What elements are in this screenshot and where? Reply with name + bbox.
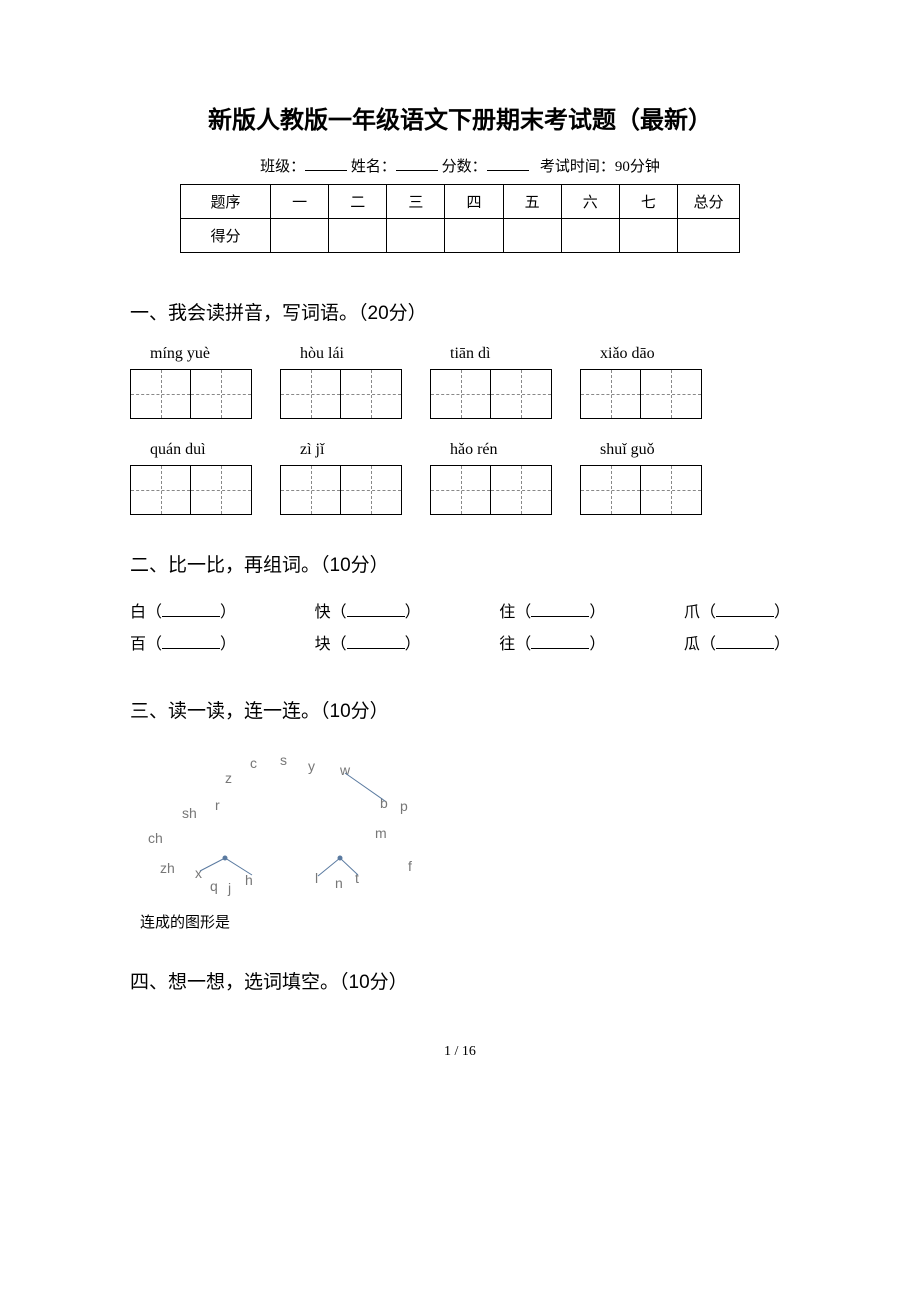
pinyin-label: xiǎo dāo <box>600 345 710 363</box>
compare-item: 瓜（） <box>684 629 790 661</box>
svg-text:sh: sh <box>182 805 197 821</box>
name-blank[interactable] <box>396 157 438 171</box>
pinyin-label: hǎo rén <box>450 441 560 459</box>
diagram-caption: 连成的图形是 <box>140 911 790 932</box>
compare-item: 快（） <box>315 597 421 629</box>
compare-row-1: 白（） 快（） 住（） 爪（） <box>130 597 790 629</box>
score-table-header-row: 题序 一 二 三 四 五 六 七 总分 <box>181 185 740 219</box>
svg-text:c: c <box>250 755 257 771</box>
pinyin-label: míng yuè <box>150 345 260 363</box>
svg-text:j: j <box>227 880 231 896</box>
svg-text:n: n <box>335 875 343 891</box>
score-cell[interactable] <box>678 219 740 253</box>
col-1: 一 <box>271 185 329 219</box>
col-3: 三 <box>387 185 445 219</box>
connect-diagram: csyzrshchzhxqjhwbpmflnt 连成的图形是 <box>140 743 790 932</box>
section-2-heading: 二、比一比，再组词。（10分） <box>130 550 790 577</box>
class-label: 班级： <box>260 159 305 175</box>
compare-item: 爪（） <box>684 597 790 629</box>
fill-blank[interactable] <box>716 635 774 649</box>
section-4-heading: 四、想一想，选词填空。（10分） <box>130 967 790 994</box>
score-cell[interactable] <box>561 219 619 253</box>
pinyin-label: quán duì <box>150 441 260 459</box>
svg-text:s: s <box>280 752 287 768</box>
section-3-heading: 三、读一读，连一连。（10分） <box>130 696 790 723</box>
compare-item: 住（） <box>499 597 605 629</box>
svg-text:b: b <box>380 795 388 811</box>
pinyin-label: shuǐ guǒ <box>600 441 710 459</box>
tianzi-pair[interactable] <box>130 465 252 515</box>
info-line: 班级： 姓名： 分数： 考试时间：90分钟 <box>130 155 790 176</box>
score-table: 题序 一 二 三 四 五 六 七 总分 得分 <box>180 184 740 253</box>
class-blank[interactable] <box>305 157 347 171</box>
tianzi-pair[interactable] <box>130 369 252 419</box>
svg-text:ch: ch <box>148 830 163 846</box>
doc-title: 新版人教版一年级语文下册期末考试题（最新） <box>130 100 790 135</box>
tianzi-row-1 <box>130 369 790 419</box>
name-label: 姓名： <box>351 159 396 175</box>
score-cell[interactable] <box>329 219 387 253</box>
pinyin-row-1: míng yuè hòu lái tiān dì xiǎo dāo <box>130 345 790 363</box>
col-total: 总分 <box>678 185 740 219</box>
compare-item: 白（） <box>130 597 236 629</box>
score-row-label: 得分 <box>181 219 271 253</box>
pinyin-label: tiān dì <box>450 345 560 363</box>
score-label: 分数： <box>442 159 487 175</box>
compare-row-2: 百（） 块（） 往（） 瓜（） <box>130 629 790 661</box>
fill-blank[interactable] <box>531 635 589 649</box>
score-cell[interactable] <box>503 219 561 253</box>
time-label: 考试时间：90分钟 <box>540 159 660 175</box>
svg-text:m: m <box>375 825 387 841</box>
svg-text:p: p <box>400 798 408 814</box>
fill-blank[interactable] <box>347 603 405 617</box>
col-6: 六 <box>561 185 619 219</box>
svg-text:x: x <box>195 865 202 881</box>
col-4: 四 <box>445 185 503 219</box>
svg-text:zh: zh <box>160 860 175 876</box>
col-2: 二 <box>329 185 387 219</box>
tianzi-row-2 <box>130 465 790 515</box>
tianzi-pair[interactable] <box>430 369 552 419</box>
svg-text:z: z <box>225 770 232 786</box>
tianzi-pair[interactable] <box>580 369 702 419</box>
fill-blank[interactable] <box>162 635 220 649</box>
compare-item: 往（） <box>499 629 605 661</box>
svg-text:l: l <box>315 870 318 886</box>
compare-item: 百（） <box>130 629 236 661</box>
compare-item: 块（） <box>315 629 421 661</box>
pinyin-label: zì jǐ <box>300 441 410 459</box>
header-label-cell: 题序 <box>181 185 271 219</box>
score-cell[interactable] <box>619 219 677 253</box>
pinyin-row-2: quán duì zì jǐ hǎo rén shuǐ guǒ <box>130 441 790 459</box>
fill-blank[interactable] <box>162 603 220 617</box>
tianzi-pair[interactable] <box>280 465 402 515</box>
connect-diagram-svg: csyzrshchzhxqjhwbpmflnt <box>140 743 470 903</box>
score-cell[interactable] <box>445 219 503 253</box>
pinyin-label: hòu lái <box>300 345 410 363</box>
svg-text:r: r <box>215 797 220 813</box>
svg-text:y: y <box>308 758 315 774</box>
tianzi-pair[interactable] <box>430 465 552 515</box>
score-cell[interactable] <box>271 219 329 253</box>
svg-text:f: f <box>408 858 412 874</box>
score-table-score-row: 得分 <box>181 219 740 253</box>
page-number: 1 / 16 <box>130 1044 790 1060</box>
col-7: 七 <box>619 185 677 219</box>
score-cell[interactable] <box>387 219 445 253</box>
fill-blank[interactable] <box>531 603 589 617</box>
svg-text:q: q <box>210 878 218 894</box>
tianzi-pair[interactable] <box>280 369 402 419</box>
col-5: 五 <box>503 185 561 219</box>
score-blank[interactable] <box>487 157 529 171</box>
tianzi-pair[interactable] <box>580 465 702 515</box>
fill-blank[interactable] <box>716 603 774 617</box>
section-1-heading: 一、我会读拼音，写词语。（20分） <box>130 298 790 325</box>
fill-blank[interactable] <box>347 635 405 649</box>
